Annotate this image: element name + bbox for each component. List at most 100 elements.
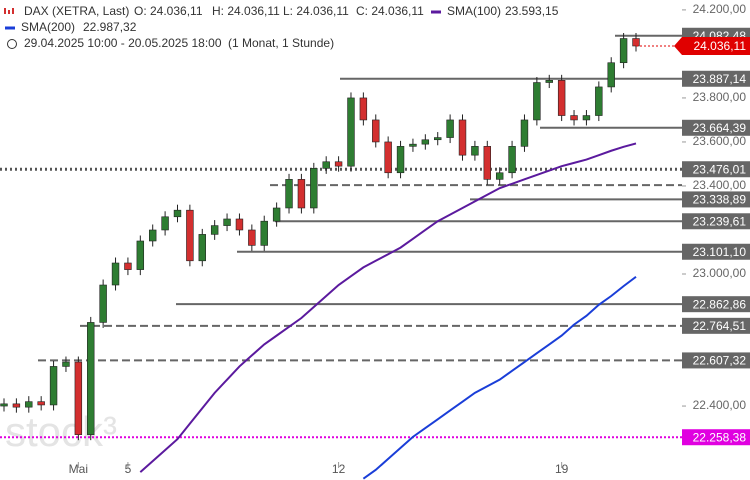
- candle-body: [74, 361, 83, 435]
- candle-body: [372, 119, 380, 143]
- low: L: 24.036,11: [283, 4, 349, 18]
- candle-body: [198, 234, 206, 262]
- candle-body: [396, 146, 405, 174]
- candle-body: [557, 80, 566, 116]
- candle-body: [161, 216, 169, 231]
- candle-body: [607, 62, 615, 88]
- candle-body: [62, 361, 70, 367]
- candle-body: [99, 284, 107, 323]
- candle-body: [434, 137, 442, 141]
- x-tick-label: 12: [332, 462, 346, 476]
- candle-body: [582, 115, 591, 121]
- level-box: [682, 296, 750, 313]
- range: 29.04.2025 10:00 - 20.05.2025 18:00: [24, 36, 222, 50]
- level-box: [682, 213, 750, 230]
- legend-name: SMA(200): [21, 20, 75, 34]
- level-label: 22.764,51: [693, 319, 747, 333]
- level-label: 23.101,10: [693, 245, 747, 259]
- candle-body: [421, 139, 430, 145]
- legend-name: SMA(100): [447, 4, 501, 18]
- level-box: [682, 191, 750, 208]
- legend-value: 22.987,32: [83, 20, 137, 34]
- candle-body: [595, 86, 603, 116]
- candle-body: [384, 141, 392, 174]
- level-label: 22.258,38: [693, 430, 747, 444]
- candle-body: [87, 322, 95, 435]
- close: C: 24.036,11: [356, 4, 424, 18]
- candle-body: [173, 209, 182, 218]
- candle-body: [210, 225, 219, 235]
- header: DAX (XETRA, Last) O: 24.036,11 H: 24.036…: [4, 4, 424, 50]
- candle-body: [458, 119, 467, 156]
- symbol: DAX (XETRA, Last): [24, 4, 129, 18]
- interval: (1 Monat, 1 Stunde): [228, 36, 334, 50]
- candle-body: [483, 146, 492, 180]
- candle-body: [186, 209, 194, 262]
- sma-line: [139, 142, 637, 473]
- candle-body: [111, 262, 120, 286]
- level-box: [682, 119, 750, 136]
- candle-body: [297, 179, 306, 209]
- watermark: stock³: [5, 408, 117, 455]
- level-box: [682, 317, 750, 334]
- candle-body: [248, 229, 256, 246]
- sma-line: [362, 275, 637, 480]
- candle-body: [12, 403, 21, 408]
- candle-body: [409, 143, 417, 147]
- candle-body: [520, 119, 529, 147]
- candle-body: [495, 172, 504, 180]
- candle-body: [619, 38, 628, 64]
- y-tick-label: 23.400,00: [693, 178, 747, 192]
- level-label: 23.887,14: [693, 72, 747, 86]
- level-label: 22.607,32: [693, 354, 747, 368]
- level-box: [682, 352, 750, 369]
- legend-value: 23.593,15: [505, 4, 559, 18]
- candle-body: [533, 82, 541, 121]
- candle-body: [310, 168, 318, 209]
- clock-icon: [7, 39, 17, 49]
- open: O: 24.036,11: [134, 4, 203, 18]
- level-label: 23.664,39: [693, 121, 747, 135]
- candle-body: [471, 146, 479, 156]
- last-price-label: 24.036,11: [694, 39, 747, 53]
- candle-body: [124, 262, 132, 270]
- candle-body: [570, 115, 578, 121]
- level-box: [682, 161, 750, 178]
- candle-body: [49, 366, 58, 406]
- candle-body: [235, 218, 244, 231]
- candle-body: [285, 179, 293, 209]
- candle-body: [359, 97, 368, 121]
- level-box: [682, 70, 750, 87]
- candle-body: [223, 218, 231, 226]
- y-tick-label: 22.400,00: [693, 398, 747, 412]
- plot: [0, 9, 686, 480]
- candle-body: [260, 220, 268, 246]
- last-price-box: [674, 36, 750, 55]
- level-label: 22.862,86: [693, 297, 747, 311]
- x-tick-label: 5: [125, 462, 132, 476]
- candle-body: [37, 401, 45, 406]
- candle-body: [446, 119, 454, 138]
- y-tick-label: 24.200,00: [693, 2, 747, 16]
- candle-body: [0, 403, 8, 407]
- candle-body: [347, 97, 355, 167]
- y-tick-label: 23.800,00: [693, 90, 747, 104]
- candle-body: [148, 229, 157, 242]
- level-label: 23.338,89: [693, 193, 747, 207]
- high: H: 24.036,11: [212, 4, 280, 18]
- candle-body: [632, 38, 640, 47]
- candle-body: [334, 161, 343, 167]
- candle-body: [508, 146, 516, 174]
- candle-body: [25, 401, 33, 408]
- candle-body: [322, 161, 330, 169]
- x-tick-label: Mai: [69, 462, 88, 476]
- candle-body: [545, 80, 553, 83]
- level-label: 23.239,61: [693, 214, 747, 228]
- level-label: 23.476,01: [693, 162, 747, 176]
- chart-icon: [4, 8, 14, 14]
- level-box: [682, 243, 750, 260]
- y-tick-label: 23.600,00: [693, 134, 747, 148]
- y-tick-label: 23.000,00: [693, 266, 747, 280]
